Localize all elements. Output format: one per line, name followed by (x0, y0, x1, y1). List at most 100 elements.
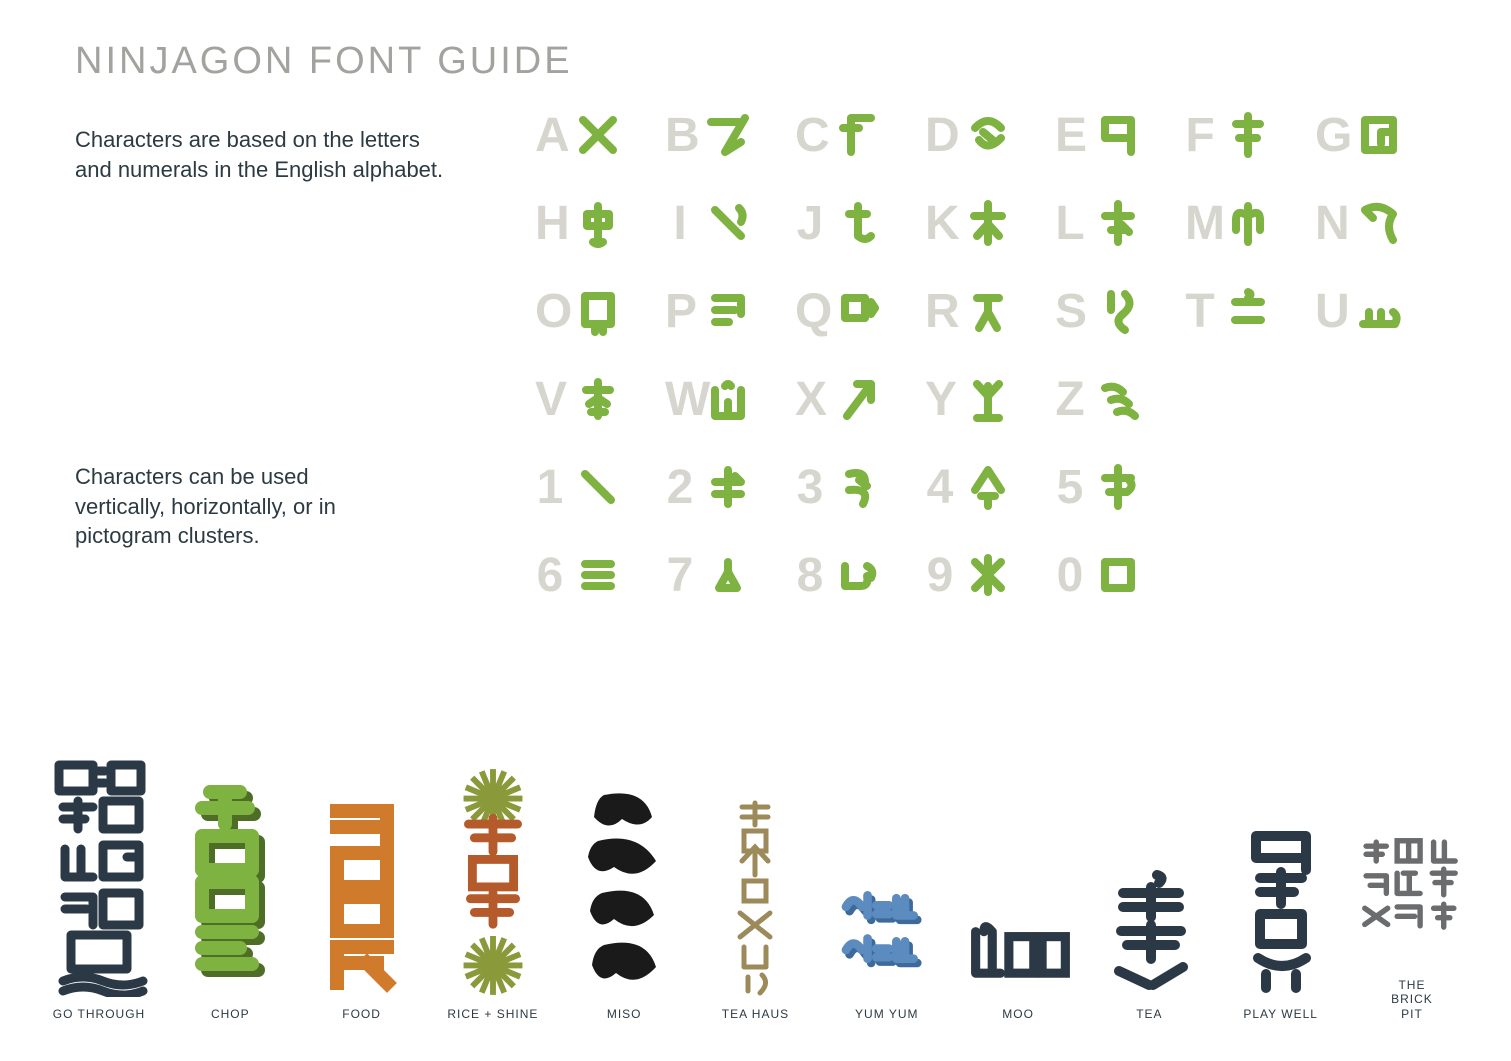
latin-letter: M (1185, 196, 1215, 251)
ninjagon-glyph (571, 548, 625, 602)
latin-letter: N (1315, 196, 1345, 251)
ninjagon-glyph (1221, 284, 1275, 338)
ninjagon-glyph (701, 548, 755, 602)
glyph-cell-N: N (1315, 193, 1415, 253)
glyph-cell-U: U (1315, 281, 1415, 341)
glyph-cell-F: F (1185, 105, 1285, 165)
grid-row: H I J K L (535, 193, 1445, 253)
latin-letter: J (795, 196, 825, 251)
ninjagon-glyph (961, 460, 1015, 514)
example-glyph-art (833, 757, 941, 997)
ninjagon-glyph (831, 196, 885, 250)
latin-letter: T (1185, 284, 1215, 339)
latin-letter: 3 (795, 460, 825, 515)
example-caption: FOOD (342, 1007, 381, 1021)
glyph-cell-6: 6 (535, 545, 635, 605)
example-caption: PLAY WELL (1243, 1007, 1318, 1021)
ninjagon-glyph (1091, 196, 1145, 250)
glyph-cell-L: L (1055, 193, 1155, 253)
intro-paragraph-1: Characters are based on the letters and … (75, 125, 445, 184)
example-glyph-art (570, 757, 678, 997)
example-caption: MOO (1002, 1007, 1034, 1021)
latin-letter: Q (795, 284, 825, 339)
glyph-cell-7: 7 (665, 545, 765, 605)
ninjagon-glyph (831, 460, 885, 514)
example-food: FOOD (308, 757, 416, 1021)
glyph-cell-D: D (925, 105, 1025, 165)
character-grid: A B C D E (535, 105, 1445, 633)
example-caption: THEBRICKPIT (1391, 978, 1433, 1021)
latin-letter: 5 (1055, 460, 1085, 515)
latin-letter: K (925, 196, 955, 251)
ninjagon-glyph (831, 108, 885, 162)
glyph-cell-X: X (795, 369, 895, 429)
glyph-cell-H: H (535, 193, 635, 253)
latin-letter: B (665, 108, 695, 163)
glyph-cell-G: G (1315, 105, 1415, 165)
example-tea-haus: TEA HAUS (701, 757, 809, 1021)
example-glyph-art (1227, 757, 1335, 997)
glyph-cell-J: J (795, 193, 895, 253)
glyph-cell-8: 8 (795, 545, 895, 605)
latin-letter: C (795, 108, 825, 163)
latin-letter: E (1055, 108, 1085, 163)
glyph-cell-5: 5 (1055, 457, 1155, 517)
ninjagon-glyph (571, 196, 625, 250)
glyph-cell-E: E (1055, 105, 1155, 165)
latin-letter: W (665, 372, 695, 427)
glyph-cell-I: I (665, 193, 765, 253)
latin-letter: Z (1055, 372, 1085, 427)
latin-letter: L (1055, 196, 1085, 251)
glyph-cell-R: R (925, 281, 1025, 341)
example-caption: GO THROUGH (53, 1007, 145, 1021)
example-glyph-art (45, 757, 153, 997)
glyph-cell-1: 1 (535, 457, 635, 517)
example-glyph-art (964, 757, 1072, 997)
ninjagon-glyph (701, 372, 755, 426)
ninjagon-glyph (961, 196, 1015, 250)
ninjagon-glyph (571, 108, 625, 162)
latin-letter: 6 (535, 548, 565, 603)
example-glyph-art (1358, 728, 1466, 968)
ninjagon-glyph (831, 548, 885, 602)
latin-letter: R (925, 284, 955, 339)
example-play-well: PLAY WELL (1227, 757, 1335, 1021)
glyph-cell-4: 4 (925, 457, 1025, 517)
glyph-cell-9: 9 (925, 545, 1025, 605)
latin-letter: 0 (1055, 548, 1085, 603)
example-caption: RICE + SHINE (447, 1007, 538, 1021)
latin-letter: 4 (925, 460, 955, 515)
ninjagon-glyph (1091, 108, 1145, 162)
example-glyph-art (176, 757, 284, 997)
example-go-through: GO THROUGH (45, 757, 153, 1021)
latin-letter: V (535, 372, 565, 427)
glyph-cell-O: O (535, 281, 635, 341)
glyph-cell-Z: Z (1055, 369, 1155, 429)
ninjagon-glyph (831, 372, 885, 426)
example-caption: MISO (607, 1007, 642, 1021)
grid-row: 1 2 3 4 5 (535, 457, 1445, 517)
glyph-cell-Y: Y (925, 369, 1025, 429)
example-row: GO THROUGH CHOP (45, 728, 1466, 1021)
intro-paragraph-2: Characters can be used vertically, horiz… (75, 462, 375, 551)
ninjagon-glyph (1091, 284, 1145, 338)
ninjagon-glyph (961, 108, 1015, 162)
ninjagon-glyph (961, 284, 1015, 338)
glyph-cell-K: K (925, 193, 1025, 253)
ninjagon-glyph (1221, 108, 1275, 162)
latin-letter: A (535, 108, 565, 163)
grid-row: V W X Y Z (535, 369, 1445, 429)
example-miso: MISO (570, 757, 678, 1021)
glyph-cell-2: 2 (665, 457, 765, 517)
example-glyph-art (701, 757, 809, 997)
latin-letter: H (535, 196, 565, 251)
glyph-cell-T: T (1185, 281, 1285, 341)
example-glyph-art (1095, 757, 1203, 997)
glyph-cell-S: S (1055, 281, 1155, 341)
example-rice-shine: RICE + SHINE (439, 757, 547, 1021)
latin-letter: 2 (665, 460, 695, 515)
glyph-cell-M: M (1185, 193, 1285, 253)
example-glyph-art (308, 757, 416, 997)
ninjagon-glyph (571, 460, 625, 514)
latin-letter: P (665, 284, 695, 339)
